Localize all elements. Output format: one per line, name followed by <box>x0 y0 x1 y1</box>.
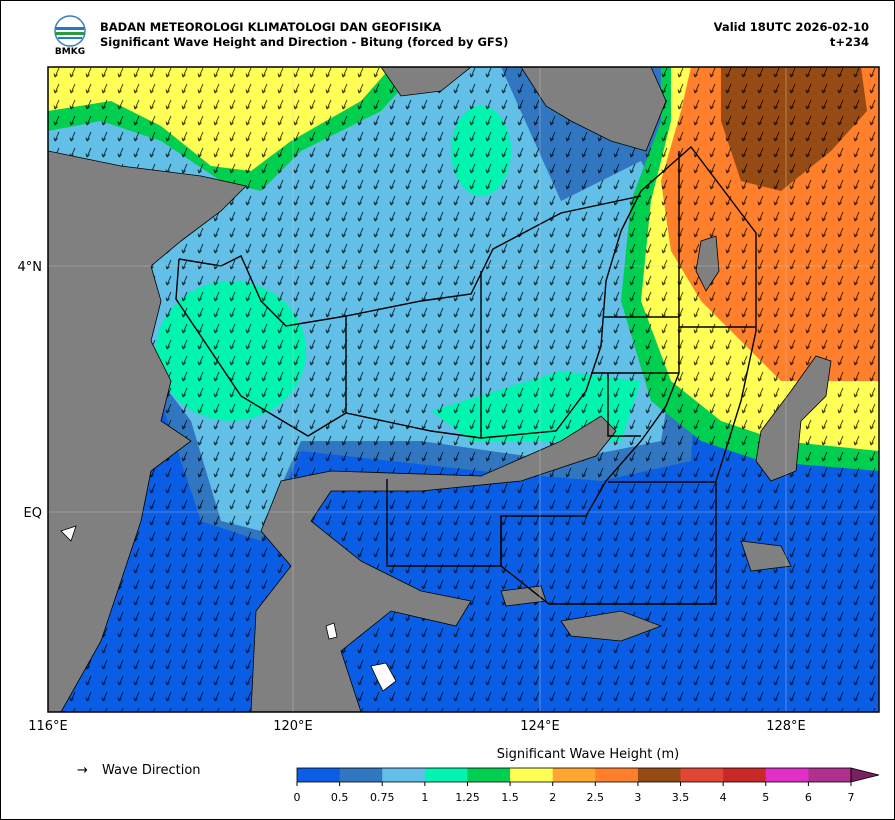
logo-text: BMKG <box>55 47 85 57</box>
colorbar-bin <box>424 768 468 782</box>
colorbar-tick-label: 5 <box>762 791 769 804</box>
colorbar-bin <box>552 768 596 782</box>
lon-label: 128°E <box>766 719 806 734</box>
colorbar-tick-label: 0.5 <box>331 791 349 804</box>
colorbar: 0 0.5 0.75 1 1.25 1.5 2 2.5 3 3.5 4 5 6 7 <box>294 767 880 804</box>
colorbar-tick-label: 4 <box>720 791 727 804</box>
forecast-step: t+234 <box>830 35 869 49</box>
colorbar-bin <box>808 768 852 782</box>
colorbar-tick-label: 3.5 <box>672 791 690 804</box>
colorbar-tick-label: 0 <box>294 791 301 804</box>
colorbar-tick-label: 6 <box>805 791 812 804</box>
colorbar-bin <box>339 768 383 782</box>
colorbar-extension <box>850 767 880 783</box>
lat-label: EQ <box>24 506 42 521</box>
colorbar-tick-label: 1 <box>421 791 428 804</box>
colorbar-tick-label: 0.75 <box>370 791 395 804</box>
colorbar-bin <box>382 768 426 782</box>
colorbar-bin <box>765 768 809 782</box>
colorbar-tick-label: 2 <box>549 791 556 804</box>
colorbar-tick-label: 1.25 <box>455 791 480 804</box>
map <box>48 67 879 712</box>
colorbar-bin <box>510 768 554 782</box>
valid-time: Valid 18UTC 2026-02-10 <box>714 20 869 34</box>
lon-label: 120°E <box>273 719 313 734</box>
colorbar-tick-label: 2.5 <box>587 791 605 804</box>
subtitle: Significant Wave Height and Direction - … <box>100 35 508 49</box>
colorbar-bin <box>723 768 767 782</box>
agency: BADAN METEOROLOGI KLIMATOLOGI DAN GEOFIS… <box>100 20 441 34</box>
lon-label: 124°E <box>520 719 560 734</box>
colorbar-bin <box>467 768 511 782</box>
legend-label: Wave Direction <box>102 763 201 778</box>
colorbar-bin <box>637 768 682 782</box>
legend-arrow: → <box>77 763 88 778</box>
colorbar-tick-label: 3 <box>634 791 641 804</box>
colorbar-tick-label: 1.5 <box>501 791 519 804</box>
logo: BMKG <box>54 15 86 57</box>
colorbar-bin <box>297 768 341 782</box>
lon-label: 116°E <box>28 719 68 734</box>
colorbar-title: Significant Wave Height (m) <box>497 747 679 762</box>
colorbar-bin <box>595 768 639 782</box>
lat-label: 4°N <box>18 260 43 275</box>
colorbar-tick-label: 7 <box>848 791 855 804</box>
map-frame <box>47 66 880 713</box>
colorbar-frame <box>296 767 852 783</box>
colorbar-bin <box>680 768 724 782</box>
